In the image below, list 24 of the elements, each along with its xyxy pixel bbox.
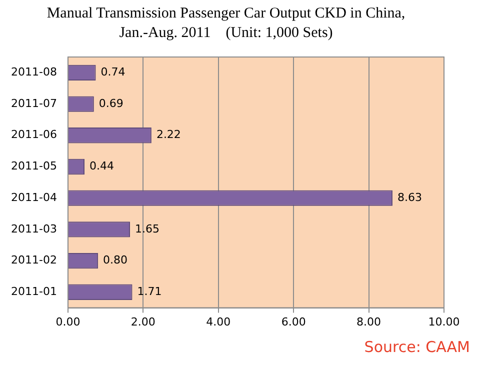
data-label: 0.44 [90,160,114,173]
x-tick-label: 0.00 [56,315,80,328]
chart-title: Manual Transmission Passenger Car Output CKD in China, Jan.-Aug. 2011 (Unit: 1,000 Sets) [46,6,406,42]
y-tick-label: 2011-01 [10,284,57,298]
y-tick-label: 2011-06 [10,128,57,142]
data-label: 0.80 [103,254,128,267]
x-tick-label: 10.00 [428,315,460,328]
data-label: 8.63 [397,190,422,204]
x-tick-label: 4.00 [206,315,231,328]
y-tick-label: 2011-05 [10,160,57,173]
data-label: 1.65 [135,222,160,236]
y-tick-label: 2011-08 [10,66,57,79]
data-label: 1.71 [137,284,162,298]
y-tick-label: 2011-03 [10,222,57,236]
x-tick-label: 8.00 [356,315,382,328]
x-tick-label: 6.00 [281,315,306,328]
x-tick-label: 2.00 [130,315,156,328]
data-label: 0.74 [100,66,126,79]
y-tick-label: 2011-07 [10,96,57,110]
data-label: 0.69 [98,96,124,110]
y-tick-label: 2011-02 [10,254,57,267]
source-note: Source: CAAM [364,338,470,356]
y-tick-label: 2011-04 [10,190,57,204]
data-label: 2.22 [156,128,181,142]
